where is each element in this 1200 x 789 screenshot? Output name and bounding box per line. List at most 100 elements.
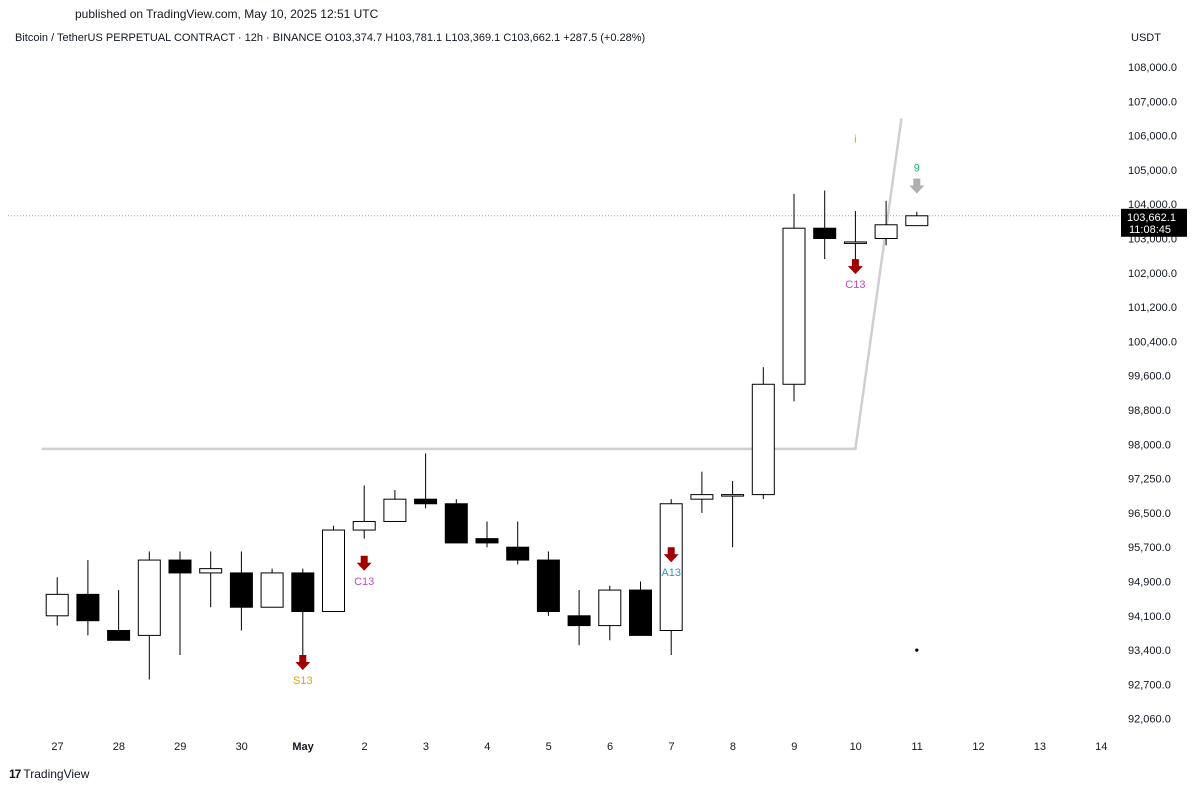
candle-body	[567, 615, 591, 627]
x-tick-label: 29	[174, 741, 186, 753]
candle	[813, 190, 837, 260]
candle-body	[659, 503, 683, 631]
price-tag-box	[1121, 208, 1187, 237]
candle-body	[874, 224, 898, 239]
x-tick-label: 27	[51, 741, 63, 753]
candles-layer	[45, 190, 929, 680]
candle-body	[352, 520, 376, 531]
signal-marker: i	[854, 133, 856, 145]
candle	[721, 480, 745, 548]
candle	[874, 200, 898, 246]
candle-body	[598, 589, 622, 627]
candle-body	[76, 593, 100, 622]
candle-body	[260, 572, 284, 608]
candle-body	[690, 494, 714, 500]
candle-body	[137, 559, 161, 636]
candle	[843, 211, 867, 263]
candle	[291, 568, 315, 670]
y-tick-label: 108,000.0	[1128, 62, 1177, 74]
tradingview-logo[interactable]: 17 TradingView	[9, 767, 89, 781]
candle	[107, 590, 131, 641]
y-tick-label: 99,600.0	[1128, 371, 1171, 383]
candle	[751, 367, 775, 500]
published-info: published on TradingView.com, May 10, 20…	[75, 7, 379, 21]
signal-arrow-icon	[909, 178, 925, 194]
y-tick-label: 104,000.0	[1128, 199, 1177, 211]
x-tick-label: 2	[361, 741, 367, 753]
candle-body	[721, 494, 745, 497]
candle-body	[905, 215, 929, 227]
x-tick-label: 6	[607, 741, 613, 753]
y-axis[interactable]: 108,000.0 107,000.0 106,000.0 105,000.0 104,…	[1128, 62, 1177, 726]
candle-body	[629, 589, 652, 636]
candle	[536, 551, 560, 616]
signal-dot	[915, 648, 919, 652]
price-tag-value: 103,662.1	[1127, 212, 1176, 224]
signal-label: S13	[293, 675, 313, 687]
x-axis[interactable]: 27 28 29 30 May 2 3 4 5 6 7 8 9 10 11 12 13 14	[51, 741, 1107, 753]
candle	[199, 551, 223, 608]
candle-body	[45, 593, 69, 617]
candle-body	[813, 227, 837, 240]
candle	[598, 585, 622, 641]
candle	[76, 560, 100, 636]
candle	[383, 490, 407, 522]
signal-arrow-icon	[295, 655, 311, 670]
signal-arrow-icon	[847, 259, 863, 275]
candle-body	[475, 538, 499, 544]
candle	[905, 211, 929, 227]
y-tick-label: 100,400.0	[1128, 336, 1177, 348]
x-tick-label: 4	[484, 741, 490, 753]
candle-body	[444, 503, 468, 544]
x-tick-label: 11	[911, 741, 922, 753]
candle-body	[751, 383, 775, 496]
candle-body	[107, 630, 131, 641]
y-tick-label: 101,200.0	[1128, 302, 1177, 314]
candle	[352, 485, 376, 539]
signal-label: 9	[914, 162, 920, 174]
candle	[45, 577, 69, 626]
candle	[322, 525, 345, 613]
candle-body	[414, 498, 438, 505]
y-tick-label: 92,060.0	[1128, 714, 1171, 726]
candle-body	[383, 498, 407, 522]
tradingview-brand-text: TradingView	[23, 767, 90, 781]
x-tick-label: May	[292, 741, 314, 753]
signal-label: A13	[661, 567, 681, 579]
candle	[168, 551, 192, 655]
candle	[659, 499, 683, 655]
candle-body	[782, 227, 806, 385]
x-tick-label: 9	[791, 741, 797, 753]
candle	[137, 551, 161, 680]
price-tag-countdown: 11:08:45	[1129, 224, 1171, 236]
candle	[690, 471, 714, 513]
x-tick-label: 7	[668, 741, 674, 753]
candle-body	[322, 529, 345, 613]
x-tick-label: 3	[423, 741, 429, 753]
y-tick-label: 95,700.0	[1128, 542, 1171, 554]
signal-arrow-icon	[356, 555, 372, 571]
x-tick-label: 8	[730, 741, 736, 753]
y-tick-label: 94,900.0	[1128, 577, 1171, 589]
candle-body	[199, 568, 223, 574]
candle	[567, 590, 591, 646]
candle	[444, 499, 468, 544]
y-tick-label: 106,000.0	[1128, 131, 1177, 143]
y-tick-label: 93,400.0	[1128, 645, 1171, 657]
x-tick-label: 12	[972, 741, 984, 753]
candle-body	[291, 572, 315, 613]
annotations-layer: S13 C13 A13 C13 9 i	[293, 133, 925, 687]
candle	[475, 521, 499, 548]
candle-body	[843, 241, 867, 244]
signal-label: C13	[845, 279, 865, 291]
candle	[506, 521, 530, 565]
candle-body	[168, 559, 192, 574]
x-tick-label: 10	[850, 741, 862, 753]
candle-body	[229, 572, 253, 608]
candle-body	[506, 546, 530, 561]
candle	[414, 453, 438, 509]
tradingview-logo-icon: 17	[9, 767, 21, 781]
x-tick-label: 13	[1034, 741, 1046, 753]
candle	[629, 581, 652, 636]
